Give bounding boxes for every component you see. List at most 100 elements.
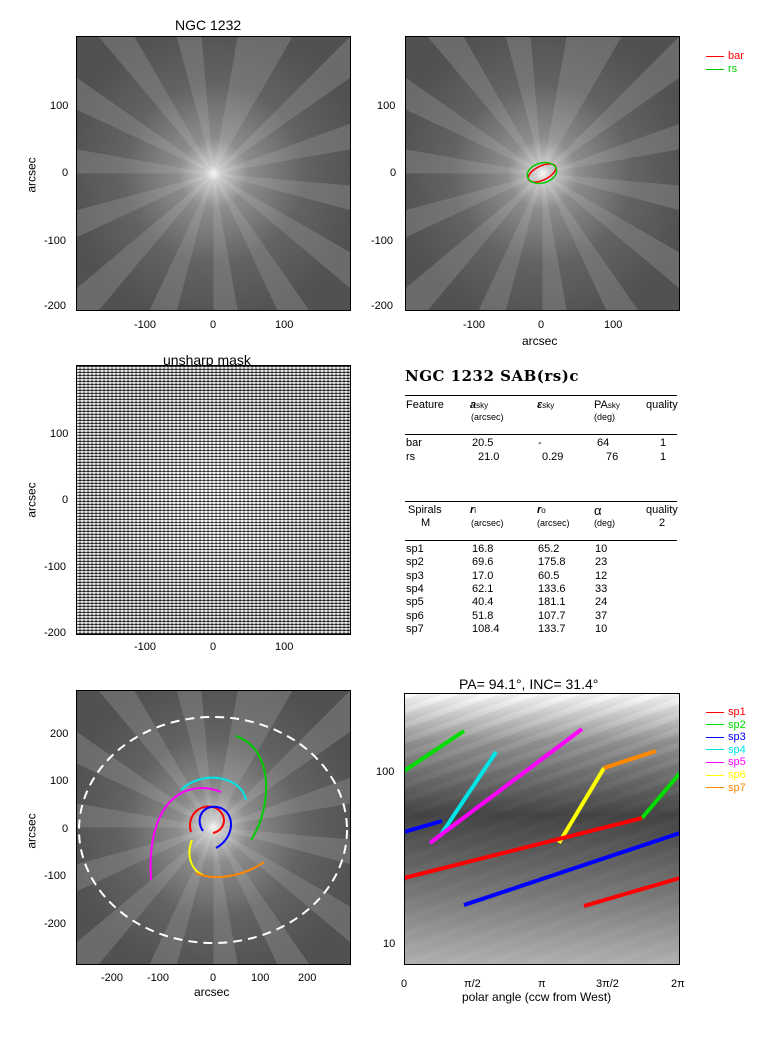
spiral-overlay — [78, 716, 348, 944]
y-axis-label: arcsec — [24, 482, 39, 518]
x-tick-label: 2π — [671, 978, 685, 990]
x-tick-label: -100 — [463, 319, 486, 331]
legend-item-sp1: sp1 — [706, 706, 746, 718]
line-sp3 — [463, 831, 680, 907]
y-tick-label: -200 — [44, 918, 67, 930]
galaxy-image — [76, 36, 351, 311]
y-tick-label: 100 — [376, 766, 395, 778]
col-header-pa-unit: (deg) — [594, 412, 616, 422]
col-header-a: asky — [470, 399, 489, 411]
y-axis-label: arcsec — [24, 157, 39, 193]
line-sp1 — [583, 876, 680, 908]
x-tick-label: 0 — [210, 972, 217, 984]
table-rule — [405, 434, 677, 435]
x-tick-label: -100 — [147, 972, 170, 984]
col-header-quality: quality — [646, 399, 678, 411]
col-header-alpha: α — [594, 503, 602, 518]
col-header-m: M — [421, 517, 431, 529]
arc-sp4 — [180, 776, 247, 801]
line-sp3 — [404, 819, 443, 834]
ellipse-overlay — [526, 161, 558, 185]
arc-sp5 — [149, 787, 222, 881]
x-tick-label: -100 — [134, 319, 157, 331]
arc-sp1 — [189, 805, 225, 834]
y-tick-label: -200 — [371, 300, 394, 312]
legend-item-sp5: sp5 — [706, 756, 746, 768]
col-header-pa: PAsky — [594, 399, 620, 411]
disk-ellipse — [78, 716, 348, 944]
legend-item-sp4: sp4 — [706, 744, 746, 756]
y-axis-label: arcsec — [24, 813, 39, 849]
table-rule — [405, 501, 677, 502]
y-tick-label: 10 — [383, 938, 396, 950]
x-tick-label: 100 — [275, 641, 294, 653]
x-tick-label: 3π/2 — [596, 978, 619, 990]
x-tick-label: 0 — [210, 641, 217, 653]
y-tick-label: -100 — [44, 235, 67, 247]
legend-item-sp3: sp3 — [706, 731, 746, 743]
x-tick-label: 100 — [275, 319, 294, 331]
x-tick-label: -100 — [134, 641, 157, 653]
line-sp5 — [428, 727, 584, 845]
quality-value: 2 — [659, 517, 666, 529]
line-sp2 — [640, 771, 680, 820]
y-tick-label: -100 — [44, 561, 67, 573]
legend-item-sp7: sp7 — [706, 782, 746, 794]
x-tick-label: 0 — [210, 319, 217, 331]
arc-sp6 — [188, 839, 204, 876]
col-header-ro: ro — [537, 504, 546, 516]
y-tick-label: 100 — [377, 100, 396, 112]
col-header-ri: ri — [470, 504, 477, 516]
y-tick-label: 0 — [62, 823, 69, 835]
x-axis-label: polar angle (ccw from West) — [462, 990, 612, 1004]
y-tick-label: -100 — [44, 870, 67, 882]
y-tick-label: 0 — [62, 167, 69, 179]
panel-title: PA= 94.1°, INC= 31.4° — [459, 676, 599, 692]
x-axis-label: arcsec — [194, 985, 230, 999]
panel-title: NGC 1232 — [175, 17, 242, 33]
table-rule — [405, 540, 677, 541]
y-tick-label: 100 — [50, 775, 69, 787]
col-header-spirals: Spirals — [408, 504, 442, 516]
line-sp1 — [404, 816, 643, 880]
x-tick-label: 200 — [298, 972, 317, 984]
y-tick-label: 200 — [50, 728, 69, 740]
col-header-quality: quality — [646, 504, 678, 516]
x-tick-label: 100 — [251, 972, 270, 984]
y-tick-label: 0 — [62, 494, 69, 506]
unsharp-mask-image — [76, 365, 351, 635]
col-header-feature: Feature — [406, 399, 444, 411]
y-tick-label: -200 — [44, 300, 67, 312]
y-tick-label: 100 — [50, 428, 69, 440]
x-tick-label: π — [538, 978, 546, 990]
legend-item-sp6: sp6 — [706, 769, 746, 781]
panel-title: unsharp mask — [163, 352, 251, 368]
table-rule — [405, 395, 677, 396]
table-heading: NGC 1232 SAB(rs)c — [405, 367, 579, 385]
x-tick-label: π/2 — [464, 978, 481, 990]
x-tick-label: 0 — [401, 978, 408, 990]
galaxy-image — [76, 690, 351, 965]
arc-sp3 — [198, 805, 232, 849]
legend-item-sp2: sp2 — [706, 719, 746, 731]
col-header-ri-unit: (arcsec) — [471, 518, 504, 528]
x-tick-label: -200 — [101, 972, 124, 984]
y-tick-label: -200 — [44, 627, 67, 639]
line-sp4 — [438, 750, 498, 838]
y-tick-label: 0 — [390, 167, 397, 179]
line-sp2 — [404, 729, 466, 773]
line-sp7 — [603, 749, 657, 770]
arc-sp7 — [195, 861, 265, 879]
line-sp6 — [557, 766, 606, 845]
x-tick-label: 100 — [604, 319, 623, 331]
rs-ellipse — [526, 161, 558, 185]
legend-item-bar: bar — [706, 50, 744, 62]
polar-overlay — [404, 727, 680, 908]
y-tick-label: -100 — [371, 235, 394, 247]
col-header-a-unit: (arcsec) — [471, 412, 504, 422]
col-header-ro-unit: (arcsec) — [537, 518, 570, 528]
arc-sp2 — [235, 735, 268, 841]
x-axis-label: arcsec — [522, 334, 558, 348]
y-tick-label: 100 — [50, 100, 69, 112]
galaxy-image — [405, 36, 680, 311]
